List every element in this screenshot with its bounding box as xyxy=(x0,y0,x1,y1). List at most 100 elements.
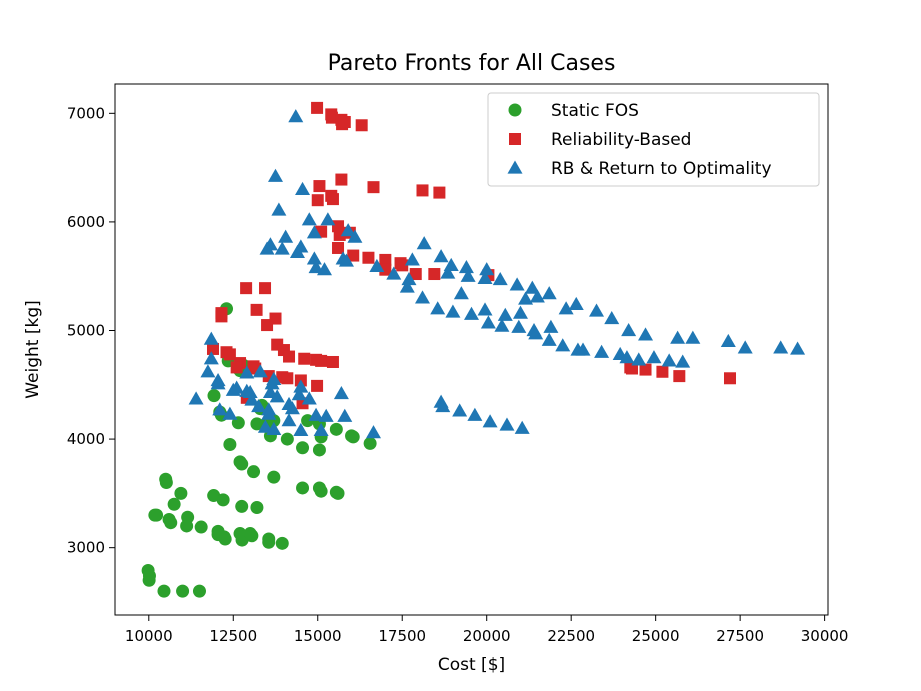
data-point xyxy=(499,417,515,431)
y-tick-label: 5000 xyxy=(67,321,105,339)
data-point xyxy=(235,499,249,513)
y-tick-label: 4000 xyxy=(67,430,105,448)
data-point xyxy=(247,465,261,479)
data-point xyxy=(203,351,219,365)
data-point xyxy=(518,291,534,305)
data-point xyxy=(266,421,282,435)
data-point xyxy=(274,241,290,255)
data-point xyxy=(296,481,310,495)
data-point xyxy=(235,457,249,471)
data-point xyxy=(218,532,232,546)
data-point xyxy=(180,519,194,533)
data-point xyxy=(626,362,639,375)
data-point xyxy=(673,370,686,383)
data-point xyxy=(511,319,527,333)
data-point xyxy=(452,403,468,417)
data-point xyxy=(416,236,432,250)
data-point xyxy=(293,239,309,253)
data-point xyxy=(524,280,540,294)
series-1 xyxy=(206,101,737,410)
data-point xyxy=(737,340,753,354)
data-point xyxy=(479,262,495,276)
data-point xyxy=(366,425,382,439)
data-point xyxy=(296,441,310,455)
data-point xyxy=(555,338,571,352)
legend: Static FOS Reliability-Based RB & Return t… xyxy=(487,92,820,187)
data-point xyxy=(589,303,605,317)
data-point xyxy=(188,391,204,405)
data-point xyxy=(293,379,309,393)
data-point xyxy=(230,361,243,374)
data-point xyxy=(362,251,375,264)
data-point xyxy=(433,186,446,199)
data-point xyxy=(460,268,476,282)
chart-title: Pareto Fronts for All Cases xyxy=(328,51,616,76)
data-point xyxy=(529,289,545,303)
data-point xyxy=(638,327,654,341)
data-point xyxy=(430,301,446,315)
data-point xyxy=(337,408,353,422)
data-point xyxy=(291,387,307,401)
data-point xyxy=(278,229,294,243)
data-point xyxy=(174,486,188,500)
data-point xyxy=(724,372,737,385)
data-point xyxy=(340,223,356,237)
data-point xyxy=(157,584,171,598)
series-2 xyxy=(188,109,806,439)
data-point xyxy=(259,282,272,295)
data-point xyxy=(306,225,322,239)
data-point xyxy=(631,352,647,366)
data-point xyxy=(514,420,530,434)
data-point xyxy=(266,371,282,385)
data-point xyxy=(416,184,429,197)
data-point xyxy=(404,252,420,266)
data-point xyxy=(313,422,329,437)
legend-entry: RB & Return to Optimality xyxy=(507,159,772,179)
y-tick-label: 6000 xyxy=(67,213,105,231)
data-point xyxy=(281,372,294,385)
data-point xyxy=(281,413,297,427)
data-point xyxy=(250,303,263,316)
data-point xyxy=(192,584,206,598)
data-point xyxy=(409,268,422,281)
data-point xyxy=(259,241,275,255)
x-tick-label: 15000 xyxy=(294,627,342,645)
data-point xyxy=(386,266,402,280)
x-tick-label: 25000 xyxy=(632,627,680,645)
data-point xyxy=(355,119,368,132)
data-point xyxy=(326,193,339,206)
data-point xyxy=(312,443,326,457)
legend-entry: Reliability-Based xyxy=(509,130,691,150)
x-axis-label: Cost [$] xyxy=(438,655,505,675)
data-point xyxy=(269,312,282,325)
data-point xyxy=(298,352,311,365)
legend-label: Static FOS xyxy=(551,101,639,121)
data-point xyxy=(293,422,309,437)
data-point xyxy=(284,401,300,415)
data-point xyxy=(621,322,637,337)
data-point xyxy=(148,508,162,522)
data-point xyxy=(675,354,691,368)
data-point xyxy=(200,364,216,378)
data-point xyxy=(369,258,385,273)
data-point xyxy=(433,249,449,263)
data-point xyxy=(311,194,324,207)
data-point xyxy=(509,277,525,291)
data-point xyxy=(346,430,360,444)
data-point xyxy=(268,168,284,182)
data-point xyxy=(288,109,304,123)
data-point xyxy=(176,584,190,598)
data-point xyxy=(379,263,392,276)
data-point xyxy=(329,422,343,436)
data-point xyxy=(477,302,493,316)
legend-marker xyxy=(509,133,521,145)
x-axis-ticks: 10000 12500 15000 17500 20000 22500 25000 27500… xyxy=(125,615,848,645)
data-point xyxy=(194,520,208,534)
data-point xyxy=(325,111,338,124)
data-point xyxy=(313,180,326,193)
data-point xyxy=(646,350,662,364)
data-point xyxy=(379,253,392,266)
data-point xyxy=(347,249,360,262)
data-point xyxy=(428,268,441,281)
data-point xyxy=(333,228,346,241)
